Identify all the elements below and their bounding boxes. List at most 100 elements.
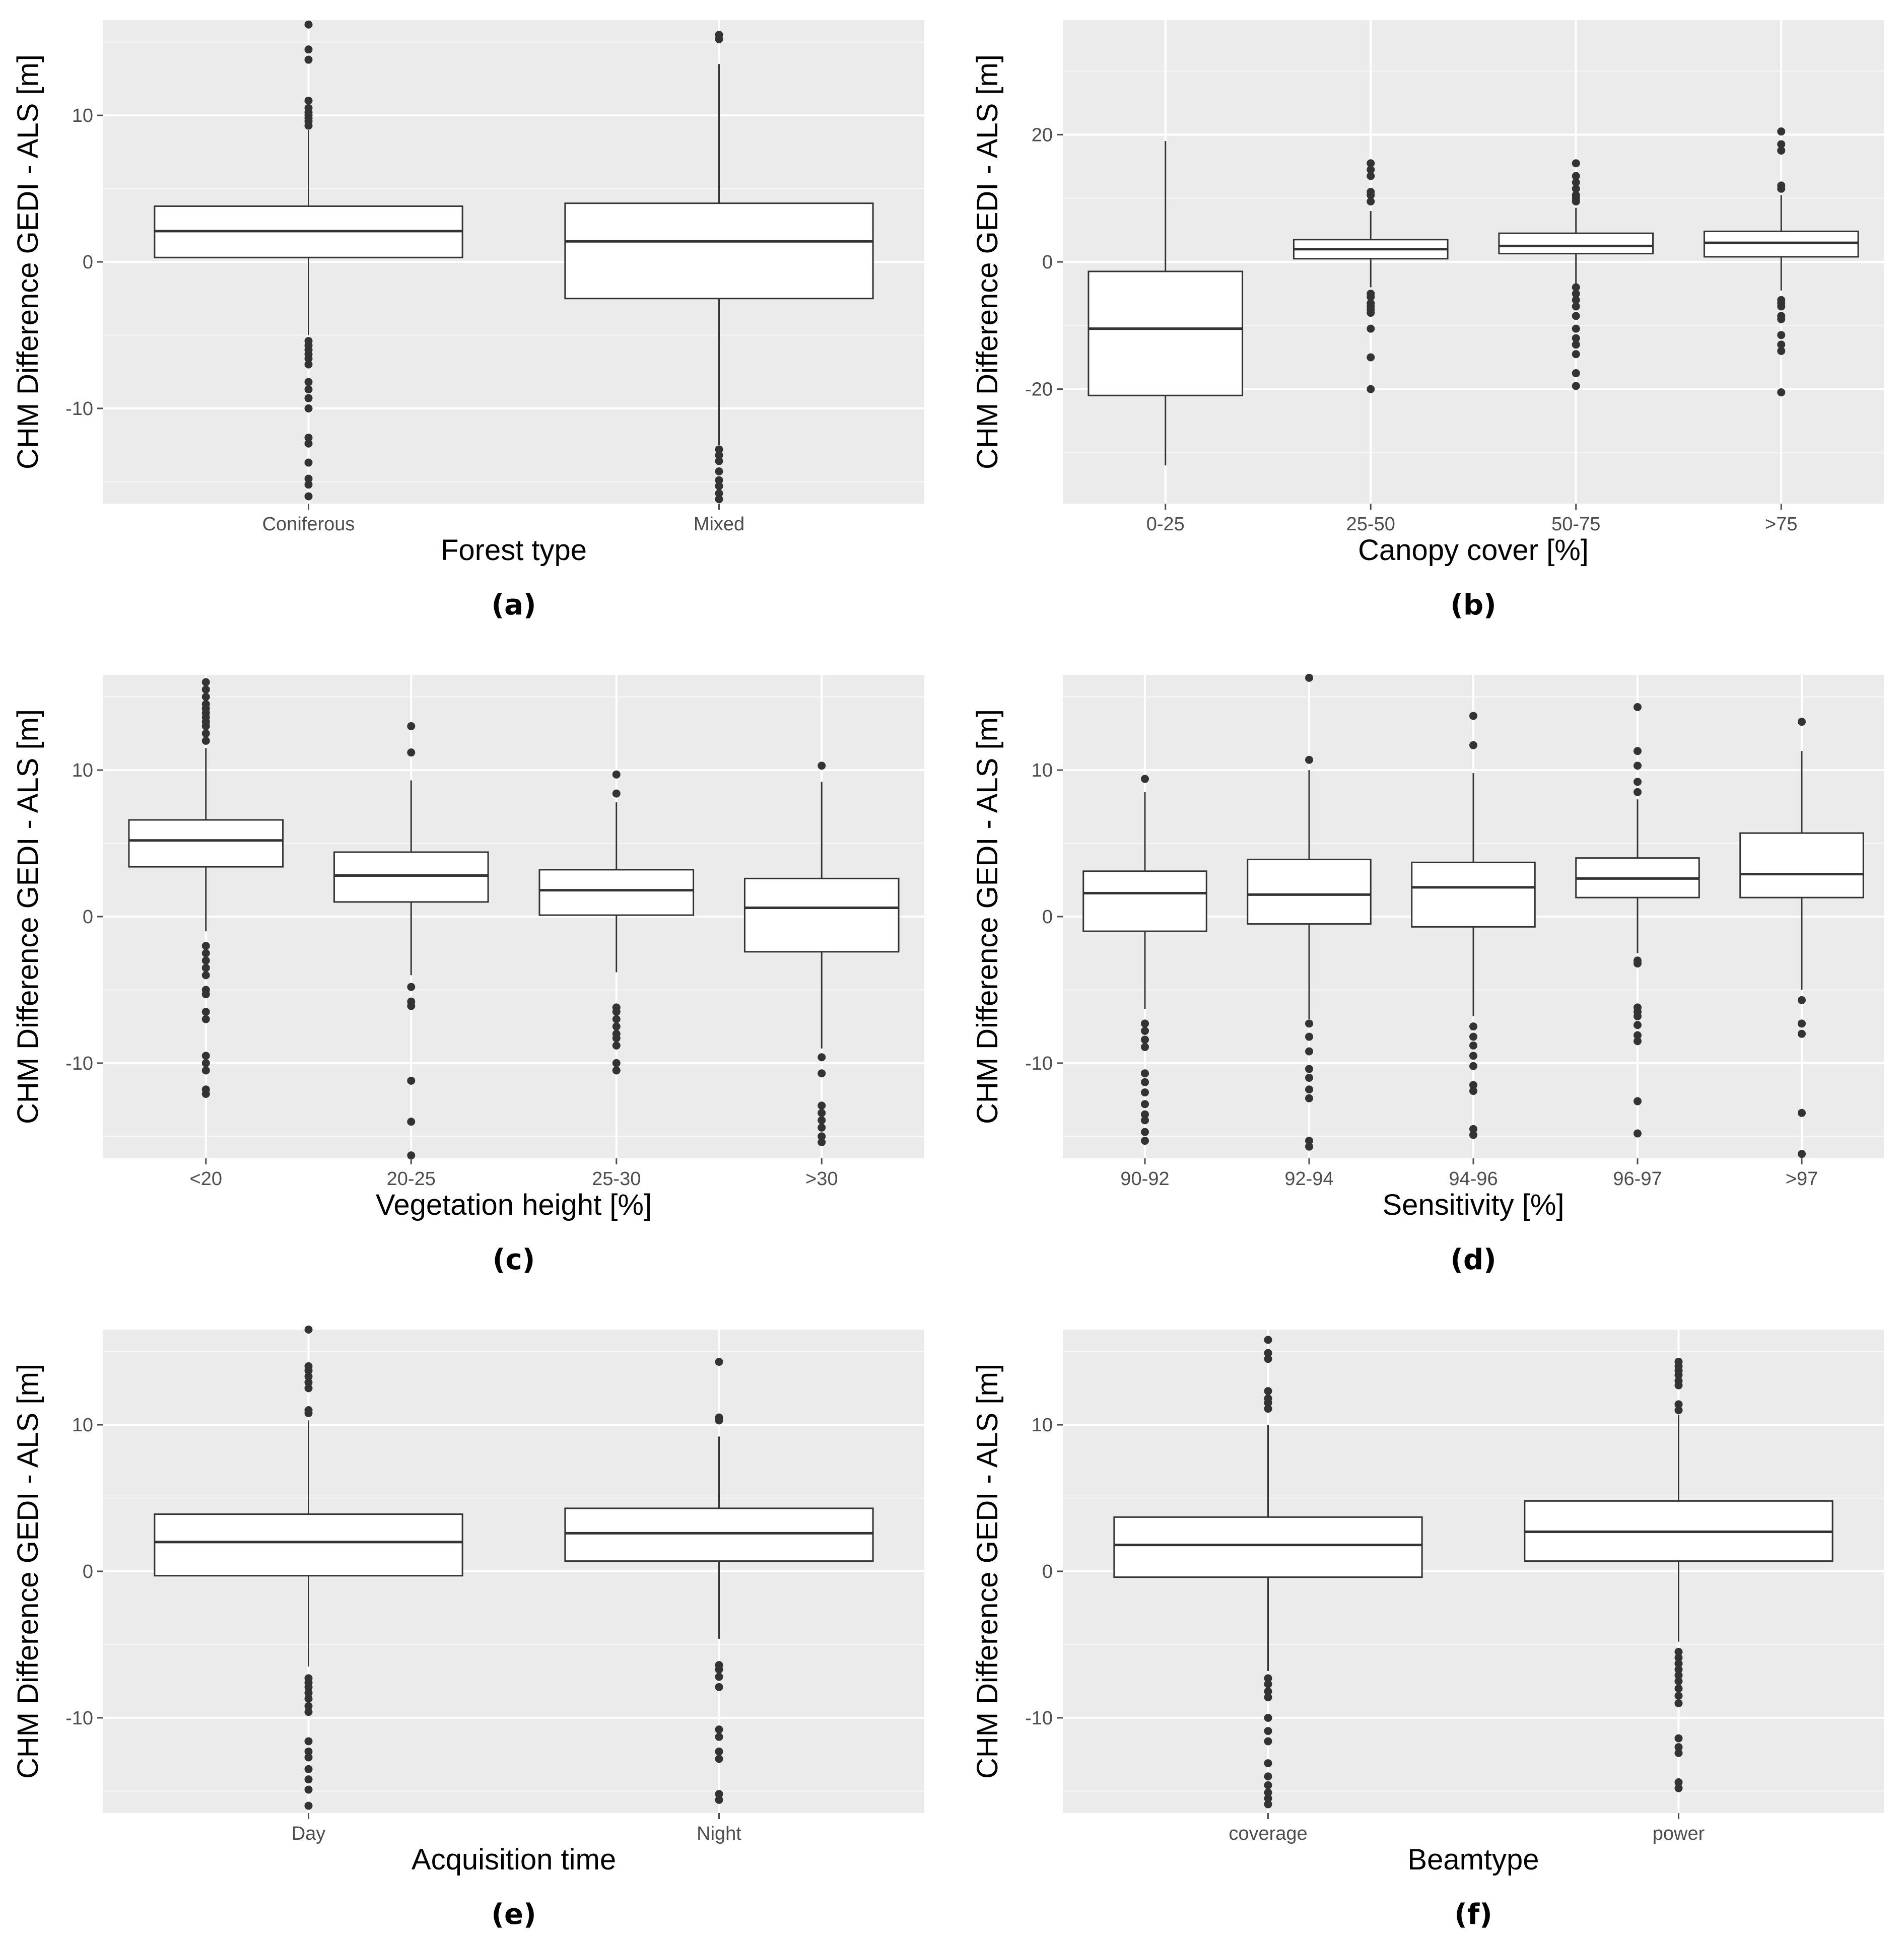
outlier-point: [304, 394, 313, 402]
outlier-point: [1674, 1358, 1683, 1366]
x-axis-title: Forest type: [441, 534, 587, 567]
y-tick-label: 0: [1042, 1561, 1053, 1582]
panel-d: -10 0 10 90-92 92-94 94-96 96-97 >97 Sensitivity…: [971, 673, 1884, 1276]
outlier-point: [1674, 1734, 1683, 1743]
y-tick-label: 0: [83, 907, 93, 928]
outlier-point: [304, 1406, 313, 1414]
outlier-point: [1264, 1680, 1272, 1688]
outlier-point: [1264, 1737, 1272, 1746]
outlier-point: [1141, 1043, 1149, 1051]
outlier-point: [1141, 1100, 1149, 1108]
outlier-point: [1798, 1150, 1806, 1158]
box-Night: [564, 1358, 874, 1804]
outlier-point: [1674, 1648, 1683, 1656]
outlier-point: [1777, 302, 1786, 311]
y-tick-label: 0: [83, 252, 93, 273]
outlier-point: [818, 1116, 826, 1125]
outlier-point: [1141, 1078, 1149, 1086]
outlier-point: [407, 748, 416, 757]
box-90-92: [1082, 775, 1207, 1145]
outlier-point: [818, 1108, 826, 1117]
outlier-point: [715, 31, 723, 39]
outlier-point: [612, 1022, 621, 1031]
outlier-point: [818, 761, 826, 770]
y-tick-label: -10: [65, 1053, 93, 1074]
outlier-point: [1264, 1727, 1272, 1735]
outlier-point: [1141, 1035, 1149, 1044]
outlier-point: [201, 685, 210, 694]
outlier-point: [1469, 1052, 1477, 1060]
box-iqr: [1739, 832, 1864, 898]
outlier-point: [1674, 1778, 1683, 1786]
outlier-point: [1777, 331, 1786, 339]
outlier-point: [1777, 340, 1786, 349]
outlier-point: [407, 1076, 416, 1085]
outlier-point: [1572, 290, 1580, 298]
y-tick-label: -10: [65, 1708, 93, 1729]
outlier-point: [1141, 1019, 1149, 1028]
outlier-point: [1367, 293, 1375, 301]
panel-caption: (c): [493, 1243, 535, 1276]
outlier-point: [715, 451, 723, 459]
x-tick-label: 20-25: [387, 1168, 436, 1190]
outlier-point: [1469, 1042, 1477, 1050]
y-tick-label: 10: [1032, 760, 1053, 781]
box-iqr: [1082, 870, 1207, 932]
outlier-point: [1674, 1659, 1683, 1668]
outlier-point: [1367, 353, 1375, 362]
outlier-point: [1469, 1062, 1477, 1070]
x-tick-label: 92-94: [1284, 1168, 1333, 1190]
outlier-point: [1469, 741, 1477, 749]
outlier-point: [1264, 1693, 1272, 1702]
y-axis-title: CHM Difference GEDI - ALS [m]: [12, 54, 44, 469]
outlier-point: [304, 1785, 313, 1794]
outlier-point: [1572, 283, 1580, 292]
outlier-point: [304, 1695, 313, 1703]
panel-caption: (e): [491, 1898, 536, 1931]
box-<20: [128, 678, 284, 1098]
outlier-point: [304, 1747, 313, 1756]
outlier-point: [1674, 1699, 1683, 1707]
panel-a: -10 0 10 Coniferous Mixed Forest type CHM Diff…: [12, 20, 924, 621]
outlier-point: [304, 1737, 313, 1746]
outlier-point: [1141, 1116, 1149, 1125]
outlier-point: [407, 983, 416, 991]
box-power: [1524, 1358, 1833, 1792]
outlier-point: [1469, 1022, 1477, 1031]
outlier-point: [201, 678, 210, 686]
box-iqr: [1411, 861, 1536, 928]
outlier-point: [304, 1384, 313, 1393]
box-iqr: [743, 877, 900, 953]
outlier-point: [715, 1725, 723, 1734]
outlier-point: [201, 1090, 210, 1098]
outlier-point: [715, 1683, 723, 1691]
y-axis-title: CHM Difference GEDI - ALS [m]: [12, 1364, 44, 1779]
outlier-point: [1674, 1692, 1683, 1700]
outlier-point: [818, 1123, 826, 1132]
outlier-point: [1674, 1376, 1683, 1385]
outlier-point: [1634, 778, 1642, 786]
box->30: [743, 761, 900, 1146]
outlier-point: [1367, 165, 1375, 174]
x-tick-label: >75: [1765, 514, 1797, 535]
x-tick-label: Day: [292, 1823, 326, 1844]
outlier-point: [407, 1118, 416, 1126]
outlier-point: [715, 1790, 723, 1798]
outlier-point: [1469, 712, 1477, 720]
outlier-point: [612, 1066, 621, 1075]
outlier-point: [818, 1101, 826, 1110]
outlier-point: [201, 971, 210, 980]
outlier-point: [1777, 146, 1786, 155]
outlier-point: [1264, 1355, 1272, 1363]
outlier-point: [304, 458, 313, 467]
outlier-point: [1305, 1094, 1313, 1102]
outlier-point: [1674, 1784, 1683, 1792]
outlier-point: [304, 1753, 313, 1762]
outlier-point: [201, 729, 210, 738]
outlier-point: [1264, 1687, 1272, 1696]
y-tick-label: 0: [83, 1561, 93, 1582]
outlier-point: [1264, 1405, 1272, 1413]
outlier-point: [201, 942, 210, 950]
outlier-point: [1634, 788, 1642, 796]
